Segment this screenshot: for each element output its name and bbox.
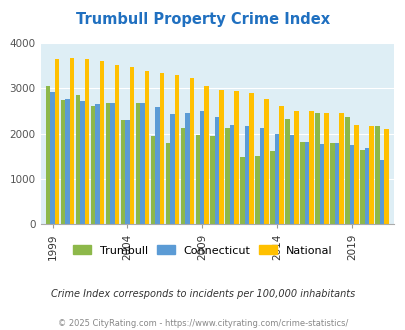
Bar xyxy=(244,126,249,224)
Bar xyxy=(264,99,268,224)
Bar xyxy=(374,126,379,224)
Bar xyxy=(95,104,100,224)
Bar xyxy=(274,134,279,224)
Bar xyxy=(155,107,159,224)
Bar xyxy=(165,143,170,224)
Bar xyxy=(319,144,324,224)
Bar xyxy=(100,61,104,224)
Bar xyxy=(324,113,328,224)
Bar xyxy=(46,86,50,224)
Bar xyxy=(255,156,259,224)
Bar xyxy=(76,95,80,224)
Bar xyxy=(180,128,185,224)
Bar xyxy=(364,148,368,224)
Bar xyxy=(353,124,358,224)
Bar xyxy=(140,103,144,224)
Bar xyxy=(159,73,164,224)
Text: © 2025 CityRating.com - https://www.cityrating.com/crime-statistics/: © 2025 CityRating.com - https://www.city… xyxy=(58,319,347,328)
Bar xyxy=(300,142,304,224)
Bar xyxy=(120,120,125,224)
Bar xyxy=(50,92,55,224)
Bar xyxy=(204,85,209,224)
Bar xyxy=(270,151,274,224)
Bar xyxy=(304,142,309,224)
Bar xyxy=(61,100,65,224)
Bar xyxy=(219,90,224,224)
Bar xyxy=(334,143,338,224)
Bar xyxy=(259,128,264,224)
Bar xyxy=(249,93,253,224)
Bar xyxy=(65,99,70,224)
Bar xyxy=(125,120,129,224)
Bar xyxy=(368,126,373,224)
Bar xyxy=(150,136,155,224)
Bar xyxy=(234,91,238,224)
Bar xyxy=(214,117,219,224)
Bar xyxy=(314,113,319,224)
Bar xyxy=(210,136,214,224)
Bar xyxy=(289,135,294,224)
Bar xyxy=(114,65,119,224)
Bar xyxy=(200,111,204,224)
Bar xyxy=(279,106,283,224)
Bar xyxy=(309,112,313,224)
Bar xyxy=(240,157,244,224)
Text: Trumbull Property Crime Index: Trumbull Property Crime Index xyxy=(76,12,329,26)
Bar xyxy=(229,125,234,224)
Bar xyxy=(174,75,179,224)
Bar xyxy=(170,114,174,224)
Bar xyxy=(338,113,343,224)
Bar xyxy=(379,160,383,224)
Bar xyxy=(285,119,289,224)
Bar xyxy=(359,150,364,224)
Bar xyxy=(185,113,189,224)
Bar xyxy=(144,71,149,224)
Bar xyxy=(135,103,140,224)
Bar xyxy=(349,145,353,224)
Bar xyxy=(225,128,229,224)
Bar xyxy=(329,143,334,224)
Bar xyxy=(129,67,134,224)
Bar xyxy=(70,58,74,224)
Bar xyxy=(189,78,194,224)
Bar xyxy=(195,135,200,224)
Text: Crime Index corresponds to incidents per 100,000 inhabitants: Crime Index corresponds to incidents per… xyxy=(51,289,354,299)
Bar xyxy=(85,59,89,224)
Bar xyxy=(294,111,298,224)
Bar xyxy=(80,101,85,224)
Bar xyxy=(383,129,388,224)
Bar xyxy=(110,103,114,224)
Bar xyxy=(105,103,110,224)
Bar xyxy=(344,117,349,224)
Bar xyxy=(90,106,95,224)
Legend: Trumbull, Connecticut, National: Trumbull, Connecticut, National xyxy=(69,241,336,260)
Bar xyxy=(55,59,59,224)
